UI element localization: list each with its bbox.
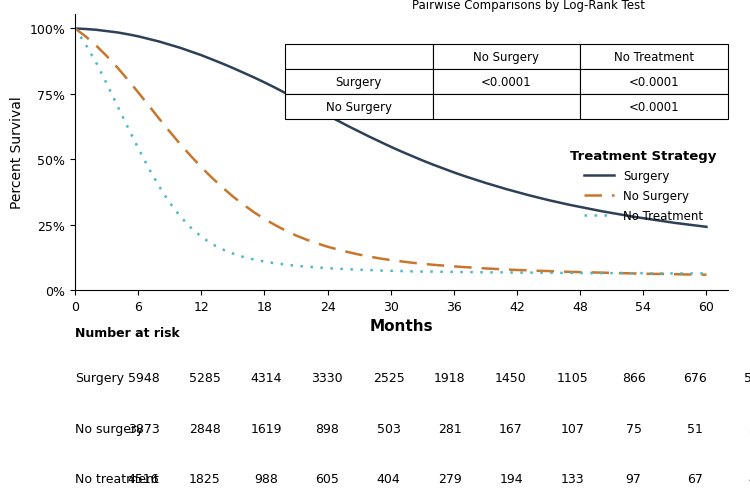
Text: 279: 279 xyxy=(438,471,462,484)
Text: 5285: 5285 xyxy=(189,371,220,384)
Text: 1450: 1450 xyxy=(495,371,527,384)
Text: 1619: 1619 xyxy=(251,422,282,435)
Text: 988: 988 xyxy=(254,471,278,484)
Text: 2848: 2848 xyxy=(189,422,220,435)
Text: No surgery: No surgery xyxy=(75,422,143,435)
Text: 866: 866 xyxy=(622,371,646,384)
Text: 505: 505 xyxy=(744,371,750,384)
Legend: Surgery, No Surgery, No Treatment: Surgery, No Surgery, No Treatment xyxy=(566,145,722,227)
Y-axis label: Percent Survival: Percent Survival xyxy=(10,97,24,209)
Text: 3330: 3330 xyxy=(311,371,343,384)
Text: 605: 605 xyxy=(315,471,339,484)
Text: 4314: 4314 xyxy=(251,371,282,384)
Text: 1105: 1105 xyxy=(556,371,588,384)
Text: 5948: 5948 xyxy=(128,371,160,384)
Text: 167: 167 xyxy=(500,422,523,435)
Text: Number at risk: Number at risk xyxy=(75,326,180,339)
Text: 67: 67 xyxy=(687,471,703,484)
Text: 898: 898 xyxy=(315,422,339,435)
Text: 281: 281 xyxy=(438,422,462,435)
Text: 75: 75 xyxy=(626,422,641,435)
Text: Pairwise Comparisons by Log-Rank Test: Pairwise Comparisons by Log-Rank Test xyxy=(412,0,645,13)
Text: 107: 107 xyxy=(560,422,584,435)
Text: 51: 51 xyxy=(687,422,703,435)
Text: 503: 503 xyxy=(376,422,400,435)
Text: 48: 48 xyxy=(748,471,750,484)
X-axis label: Months: Months xyxy=(370,319,433,334)
Text: 1825: 1825 xyxy=(189,471,220,484)
Text: 4516: 4516 xyxy=(128,471,159,484)
Text: 676: 676 xyxy=(683,371,706,384)
Text: Surgery: Surgery xyxy=(75,371,124,384)
Text: 2525: 2525 xyxy=(373,371,404,384)
Text: 194: 194 xyxy=(500,471,523,484)
Text: 97: 97 xyxy=(626,471,641,484)
Text: 133: 133 xyxy=(560,471,584,484)
Text: No treatment: No treatment xyxy=(75,471,159,484)
Text: 3873: 3873 xyxy=(128,422,160,435)
Text: 34: 34 xyxy=(748,422,750,435)
Text: 404: 404 xyxy=(376,471,400,484)
Text: 1918: 1918 xyxy=(434,371,466,384)
